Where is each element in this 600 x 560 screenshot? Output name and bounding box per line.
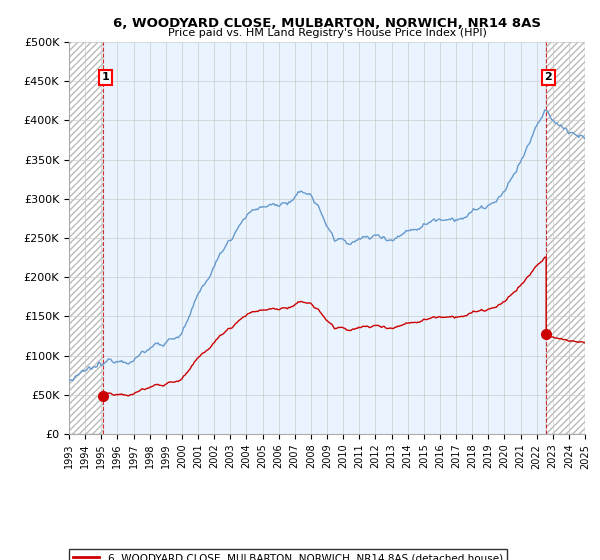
Bar bbox=[546, 42, 585, 434]
Bar bbox=[69, 42, 103, 434]
Text: 1: 1 bbox=[102, 72, 109, 82]
Bar bbox=[69, 42, 103, 434]
Text: 2: 2 bbox=[544, 72, 552, 82]
Bar bbox=[103, 42, 546, 434]
Bar bbox=[546, 42, 585, 434]
Text: 6, WOODYARD CLOSE, MULBARTON, NORWICH, NR14 8AS: 6, WOODYARD CLOSE, MULBARTON, NORWICH, N… bbox=[113, 17, 541, 30]
Text: Price paid vs. HM Land Registry's House Price Index (HPI): Price paid vs. HM Land Registry's House … bbox=[167, 28, 487, 38]
Legend: 6, WOODYARD CLOSE, MULBARTON, NORWICH, NR14 8AS (detached house), HPI: Average p: 6, WOODYARD CLOSE, MULBARTON, NORWICH, N… bbox=[69, 549, 507, 560]
